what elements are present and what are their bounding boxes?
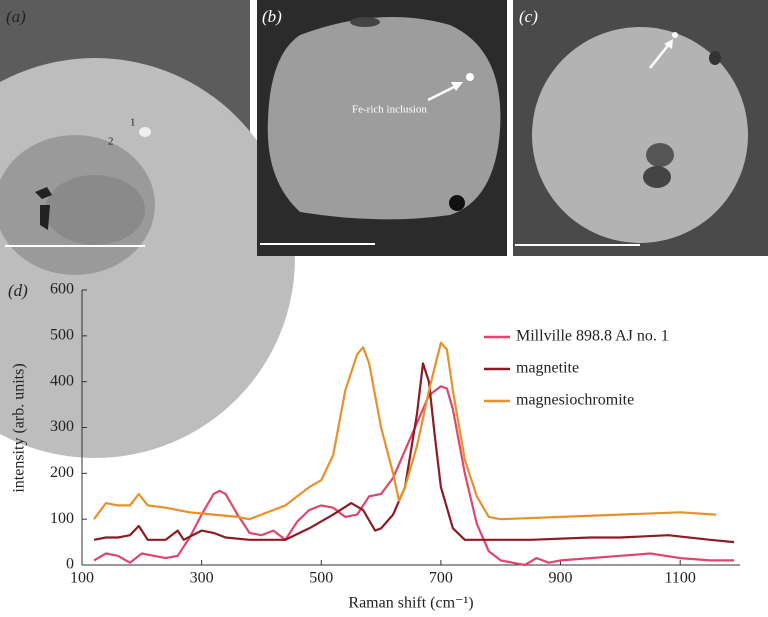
panel-label: (b) [262, 7, 282, 26]
legend-label: magnesiochromite [516, 392, 634, 409]
x-tick-label: 700 [429, 570, 453, 587]
y-tick-label: 300 [50, 418, 74, 435]
micrograph-a: (a) 1 2 [0, 0, 295, 458]
panel-label: (a) [6, 7, 26, 26]
annotation: 1 [130, 117, 136, 129]
x-tick-label: 300 [190, 570, 214, 587]
annotation: 2 [108, 136, 114, 148]
panel-label: (c) [519, 7, 538, 26]
legend-label: Millville 898.8 AJ no. 1 [516, 328, 669, 345]
x-axis-label: Raman shift (cm⁻¹) [348, 595, 473, 612]
x-tick-label: 1100 [664, 570, 695, 587]
y-tick-label: 0 [66, 556, 74, 573]
legend-label: magnetite [516, 360, 579, 377]
series-line [93, 385, 734, 567]
annotation: Fe-rich inclusion [352, 104, 427, 116]
y-tick-label: 100 [50, 510, 74, 527]
series-line [93, 341, 717, 521]
micrograph-b: (b) Fe-rich inclusion [257, 0, 507, 256]
micrograph-c: (c) [513, 0, 768, 256]
y-tick-label: 200 [50, 464, 74, 481]
series-line [93, 362, 735, 544]
x-tick-label: 500 [309, 570, 333, 587]
y-axis-label: intensity (arb. units) [11, 363, 28, 492]
x-tick-label: 900 [549, 570, 573, 587]
x-tick-label: 100 [70, 570, 94, 587]
panel-label: (d) [8, 281, 28, 300]
y-tick-label: 400 [50, 372, 74, 389]
y-tick-label: 500 [50, 327, 74, 344]
y-tick-label: 600 [50, 281, 74, 298]
